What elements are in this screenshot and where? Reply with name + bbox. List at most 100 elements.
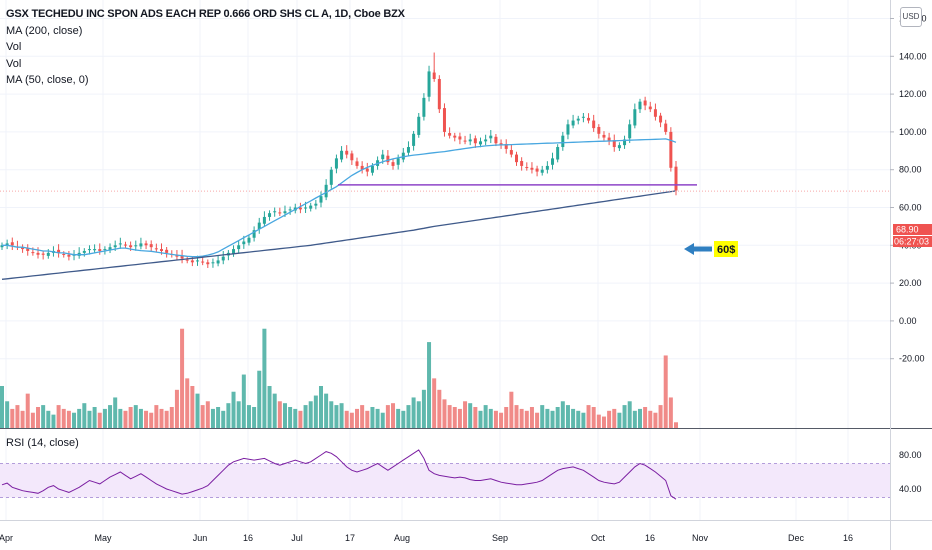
volume-bar [210,408,215,428]
candle-up [417,116,421,135]
candle-up [196,260,200,262]
volume-bar [581,412,586,428]
countdown-badge-text: 06:27:03 [894,237,929,247]
candle-down [67,254,71,257]
candle-up [268,213,272,217]
volume-bar [231,391,236,428]
y-tick-label: 80.00 [899,165,922,175]
candle-down [530,167,534,170]
candle-down [31,252,35,254]
x-tick-label: Aug [394,533,410,543]
volume-bar [97,412,102,428]
candle-up [288,209,292,211]
candle-down [206,262,210,265]
volume-bar [504,407,509,428]
candle-up [478,141,482,145]
candle-down [442,108,446,132]
currency-button[interactable]: USD [900,7,922,27]
candle-up [118,243,122,245]
volume-bar [159,408,164,428]
candle-down [10,242,14,246]
candle-up [273,211,277,213]
volume-bar [10,408,15,428]
legend-vol-1[interactable]: Vol [6,41,22,53]
volume-bar [185,378,190,428]
volume-bar [607,410,612,428]
annotation-text: 60$ [717,244,735,256]
legend-ma200[interactable]: MA (200, close) [6,24,83,37]
volume-bar [272,393,277,428]
volume-bar [221,410,226,428]
volume-bar [308,401,313,428]
candle-down [190,260,194,263]
volume-bar [452,407,457,428]
volume-bar [653,412,658,428]
candle-up [232,249,236,254]
volume-bar [360,405,365,428]
candle-up [216,260,220,264]
rsi-legend[interactable]: RSI (14, close) [6,437,79,449]
candle-down [365,168,369,172]
rsi-tick-label: 80.00 [899,450,922,460]
candle-up [334,158,338,169]
candle-down [36,252,40,255]
volume-bar [205,401,210,428]
legend-vol-2[interactable]: Vol [6,57,22,70]
price-badge-text: 68.90 [896,225,919,235]
candle-down [391,162,395,166]
candle-up [556,147,560,160]
candle-down [674,166,678,191]
volume-bar [51,414,56,428]
candle-up [87,249,91,251]
volume-bar [262,328,267,428]
annotation-bg [714,241,738,257]
y-tick-label: 20.00 [899,278,922,288]
candle-down [350,153,354,161]
volume-bar [246,405,251,428]
volume-bars [0,328,678,428]
volume-bar [138,408,143,428]
overlay-lines [0,184,890,192]
volume-bar [586,405,591,428]
volume-bar [236,401,241,428]
legend-ma50[interactable]: MA (50, close, 0) [6,74,89,86]
volume-bar [277,401,282,428]
volume-bar [637,408,642,428]
volume-bar [164,410,169,428]
candle-up [489,135,493,139]
candle-down [535,168,539,172]
volume-bar [61,408,66,428]
volume-bar [421,389,426,428]
volume-bar [643,407,648,428]
candle-down [607,137,611,142]
volume-bar [391,403,396,428]
volume-bar [180,328,185,428]
candle-down [612,140,616,148]
x-tick-label: 16 [243,533,253,543]
candle-down [21,247,25,250]
volume-bar [555,407,560,428]
volume-bar [303,405,308,428]
y-tick-label: 120.00 [899,89,927,99]
candle-down [587,117,591,121]
volume-bar [411,397,416,428]
candle-down [592,120,596,129]
candle-down [525,167,529,169]
volume-bar [596,414,601,428]
candle-up [617,145,621,149]
volume-bar [66,410,71,428]
volume-bar [468,403,473,428]
volume-bar [154,405,159,428]
volume-bar [401,410,406,428]
volume-bar [524,410,529,428]
volume-bar [128,407,133,428]
left-arrow-icon [684,243,712,255]
rsi-band-fill [0,463,890,498]
volume-bar [5,401,10,428]
volume-bar [529,407,534,428]
volume-bar [56,405,61,428]
candle-down [98,249,102,251]
y-tick-label: 140.00 [899,51,927,61]
